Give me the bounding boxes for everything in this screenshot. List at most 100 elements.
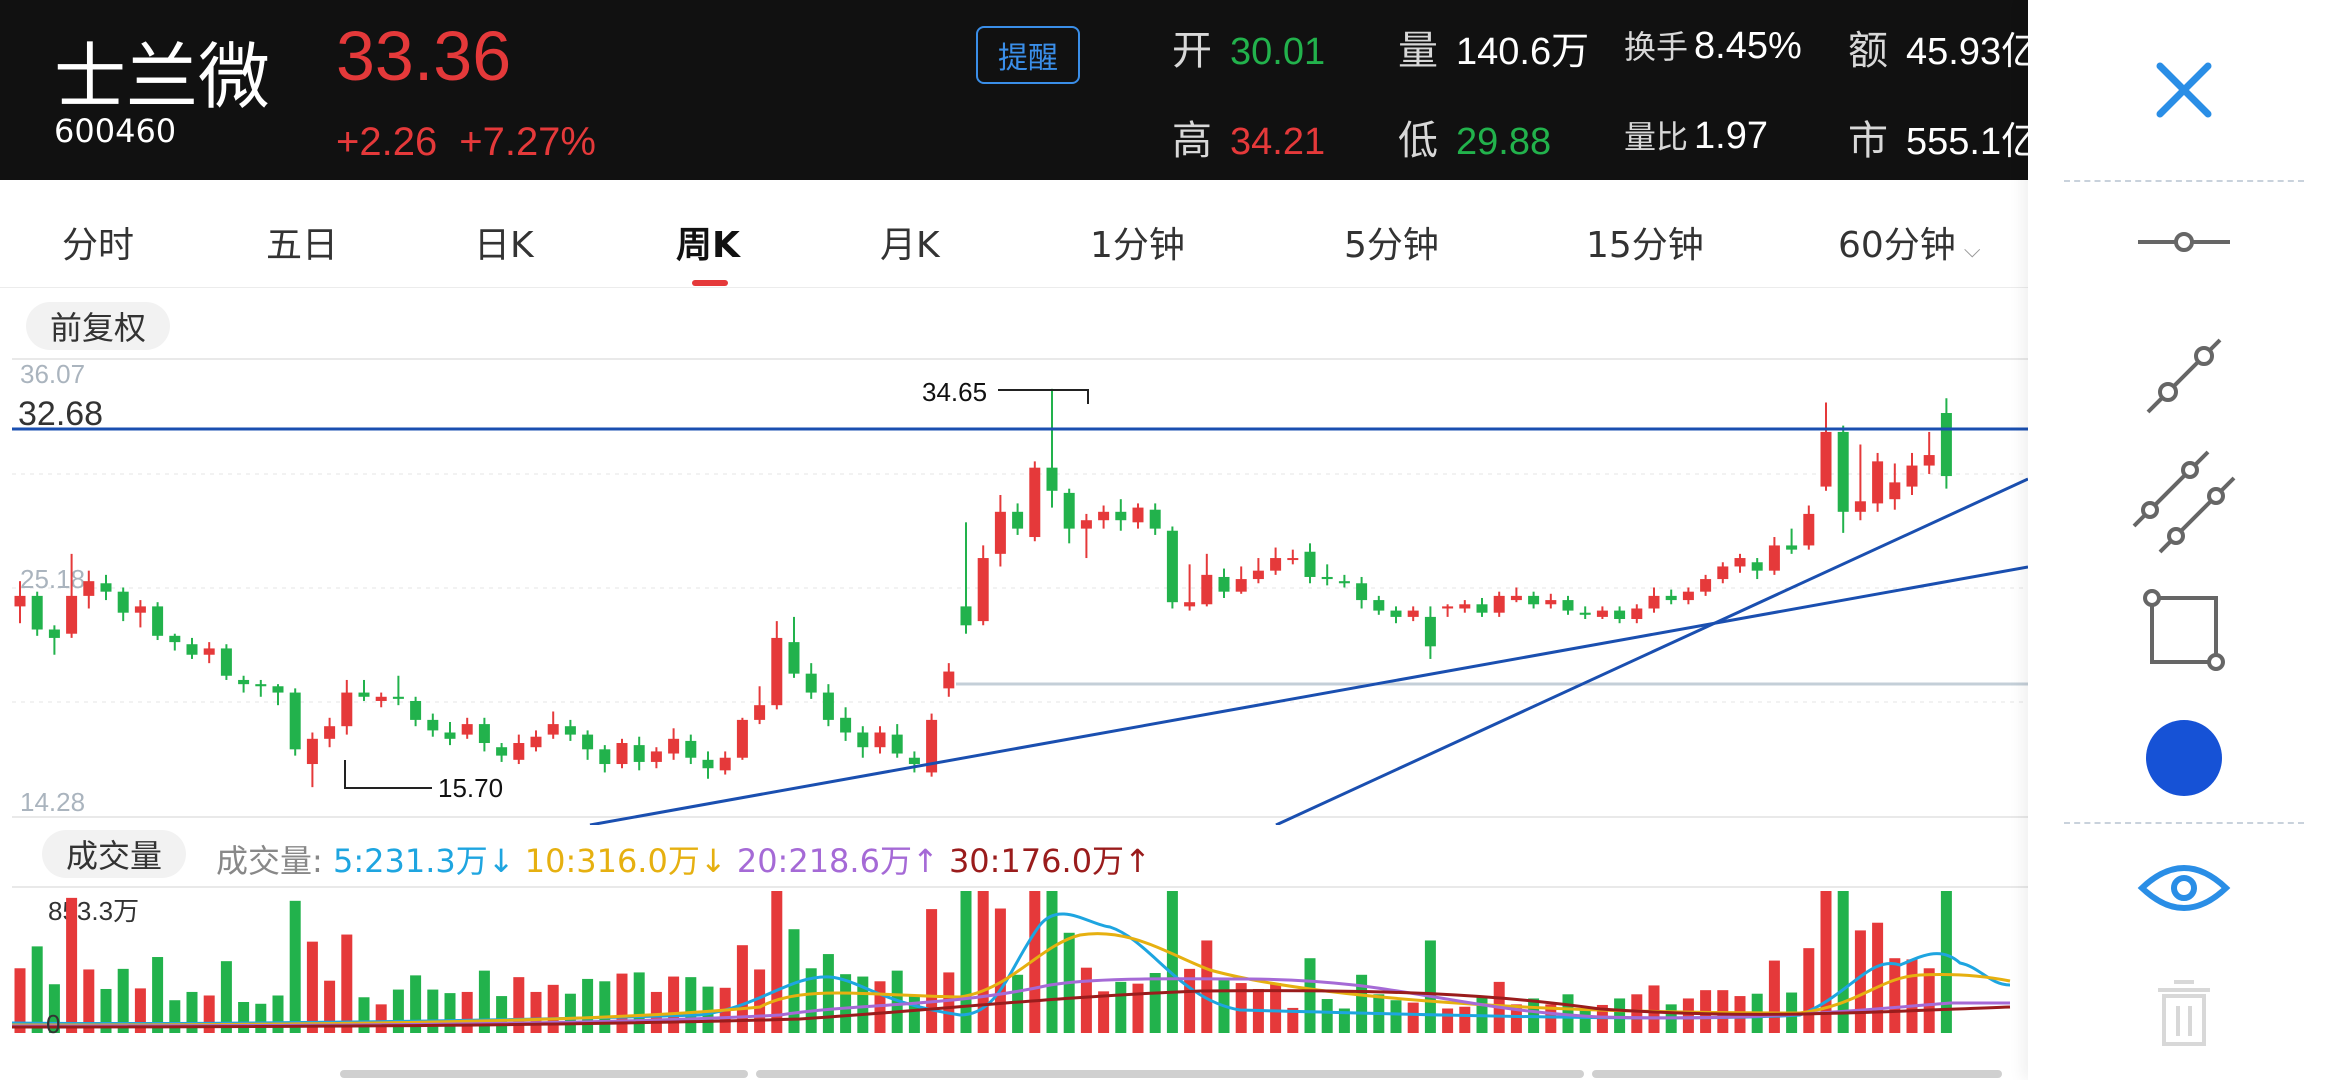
- volume-bar: [1321, 999, 1333, 1033]
- tab-60min[interactable]: 60分钟 ⌵: [1838, 216, 1981, 268]
- tab-weekly-k[interactable]: 周K: [676, 225, 740, 266]
- tab-15min[interactable]: 15分钟: [1586, 225, 1704, 266]
- parallel-line-tool[interactable]: [2128, 446, 2240, 558]
- y-axis-mid-label: 25.18: [20, 564, 85, 594]
- volume-bar: [702, 986, 714, 1033]
- tab-monthly-k[interactable]: 月K: [880, 225, 940, 266]
- candle-body: [1149, 509, 1161, 529]
- candle-body: [857, 732, 869, 748]
- volume-bar: [1098, 991, 1110, 1033]
- trend-line-2[interactable]: [1275, 477, 2028, 825]
- tab-five-day[interactable]: 五日: [266, 225, 339, 266]
- volume-bar: [513, 977, 525, 1033]
- candle-body: [650, 751, 662, 762]
- volume-bar: [238, 1001, 250, 1033]
- turnover-label: 换手: [1624, 28, 1689, 66]
- candle-body: [1872, 461, 1884, 504]
- candle-body: [1390, 610, 1402, 617]
- volume-bar: [977, 891, 989, 1033]
- candle-body: [994, 511, 1006, 554]
- volume-bar: [496, 996, 508, 1033]
- market-cap-stat: 市 555.1亿: [1848, 108, 2028, 166]
- volume-bar: [1545, 1004, 1557, 1033]
- volume-bar: [478, 970, 490, 1033]
- delete-button[interactable]: [2128, 960, 2240, 1072]
- high-value: 34.21: [1230, 121, 1326, 163]
- volume-ratio-label: 量比: [1624, 118, 1689, 156]
- tab-intraday[interactable]: 分时: [62, 225, 135, 266]
- candle-body: [1889, 482, 1901, 500]
- candle-body: [1734, 558, 1746, 567]
- volume-bar: [169, 1000, 181, 1033]
- candle-body: [1820, 431, 1832, 487]
- chart-scrollbar[interactable]: [0, 1068, 2028, 1080]
- volume-bar: [754, 969, 766, 1033]
- trash-icon: [2158, 980, 2210, 1046]
- volume-bar: [1631, 994, 1643, 1033]
- volume-indicator-chip[interactable]: 成交量: [42, 830, 187, 878]
- segment-tool[interactable]: [2128, 318, 2240, 430]
- scrollbar-segment[interactable]: [756, 1070, 1584, 1078]
- tab-1min[interactable]: 1分钟: [1090, 225, 1185, 266]
- candle-body: [1132, 507, 1144, 523]
- candle-body: [1545, 600, 1557, 605]
- volume-bar: [599, 981, 611, 1033]
- candle-body: [272, 686, 284, 693]
- volume-bar: [1854, 930, 1866, 1033]
- tab-daily-k[interactable]: 日K: [474, 225, 534, 266]
- volume-bar: [1459, 1006, 1471, 1033]
- kline-chart[interactable]: 36.07 25.18 14.28 32.68 34.65 15.70: [0, 355, 2028, 825]
- volume-bar: [1184, 968, 1196, 1033]
- volume-zero-label: 0: [46, 1009, 60, 1039]
- visibility-toggle[interactable]: [2128, 832, 2240, 944]
- ma30-value: 30:176.0万: [948, 842, 1125, 880]
- volume-bar: [255, 1003, 267, 1033]
- drawing-toolbar: [2028, 0, 2340, 1080]
- scrollbar-segment[interactable]: [340, 1070, 748, 1078]
- volume-chart[interactable]: 853.3万 0: [0, 885, 2028, 1040]
- candle-body: [1424, 616, 1436, 647]
- candle-body: [1476, 604, 1488, 613]
- volume-bar: [1820, 891, 1832, 1033]
- segment-icon: [2146, 338, 2222, 414]
- candle-body: [1373, 600, 1385, 611]
- candle-body: [1510, 595, 1522, 601]
- volume-max-label: 853.3万: [48, 896, 139, 926]
- candle-body: [1442, 606, 1454, 609]
- horizontal-line-tool[interactable]: [2128, 186, 2240, 298]
- toolbar-separator: [2064, 822, 2304, 824]
- candle-body: [1201, 574, 1213, 605]
- candle-body: [1046, 467, 1058, 491]
- turnover-value: 8.45%: [1694, 25, 1802, 67]
- volume-bar: [392, 989, 404, 1033]
- rectangle-tool[interactable]: [2128, 574, 2240, 686]
- volume-bar: [1424, 940, 1436, 1033]
- volume-bar: [1132, 983, 1144, 1033]
- volume-bar: [1166, 891, 1178, 1033]
- volume-bar: [100, 988, 112, 1033]
- horizontal-line-price-label: 32.68: [18, 395, 103, 433]
- candle-body: [1717, 566, 1729, 580]
- volume-bar: [272, 995, 284, 1033]
- candle-body: [977, 558, 989, 622]
- trend-line-1[interactable]: [589, 565, 2028, 825]
- candle-body: [1338, 581, 1350, 584]
- volume-bar: [1837, 891, 1849, 1033]
- candle-body: [908, 757, 920, 765]
- turnover-stat: 换手 8.45%: [1624, 22, 1802, 68]
- candle-body: [960, 606, 972, 626]
- color-picker[interactable]: [2128, 702, 2240, 814]
- candle-body: [771, 637, 783, 706]
- volume-bar: [668, 976, 680, 1033]
- tab-5min[interactable]: 5分钟: [1344, 225, 1439, 266]
- candle-body: [1166, 530, 1178, 603]
- candle-body: [1304, 551, 1316, 577]
- chevron-down-icon: ⌵: [1963, 238, 1981, 263]
- ma20-value: 20:218.6万: [736, 842, 912, 880]
- adjust-mode-chip[interactable]: 前复权: [26, 302, 171, 350]
- candle-body: [1854, 501, 1866, 512]
- scrollbar-segment[interactable]: [1592, 1070, 2002, 1078]
- alert-button[interactable]: 提醒: [976, 26, 1080, 84]
- trough-price-label: 15.70: [438, 773, 503, 803]
- close-button[interactable]: [2128, 34, 2240, 146]
